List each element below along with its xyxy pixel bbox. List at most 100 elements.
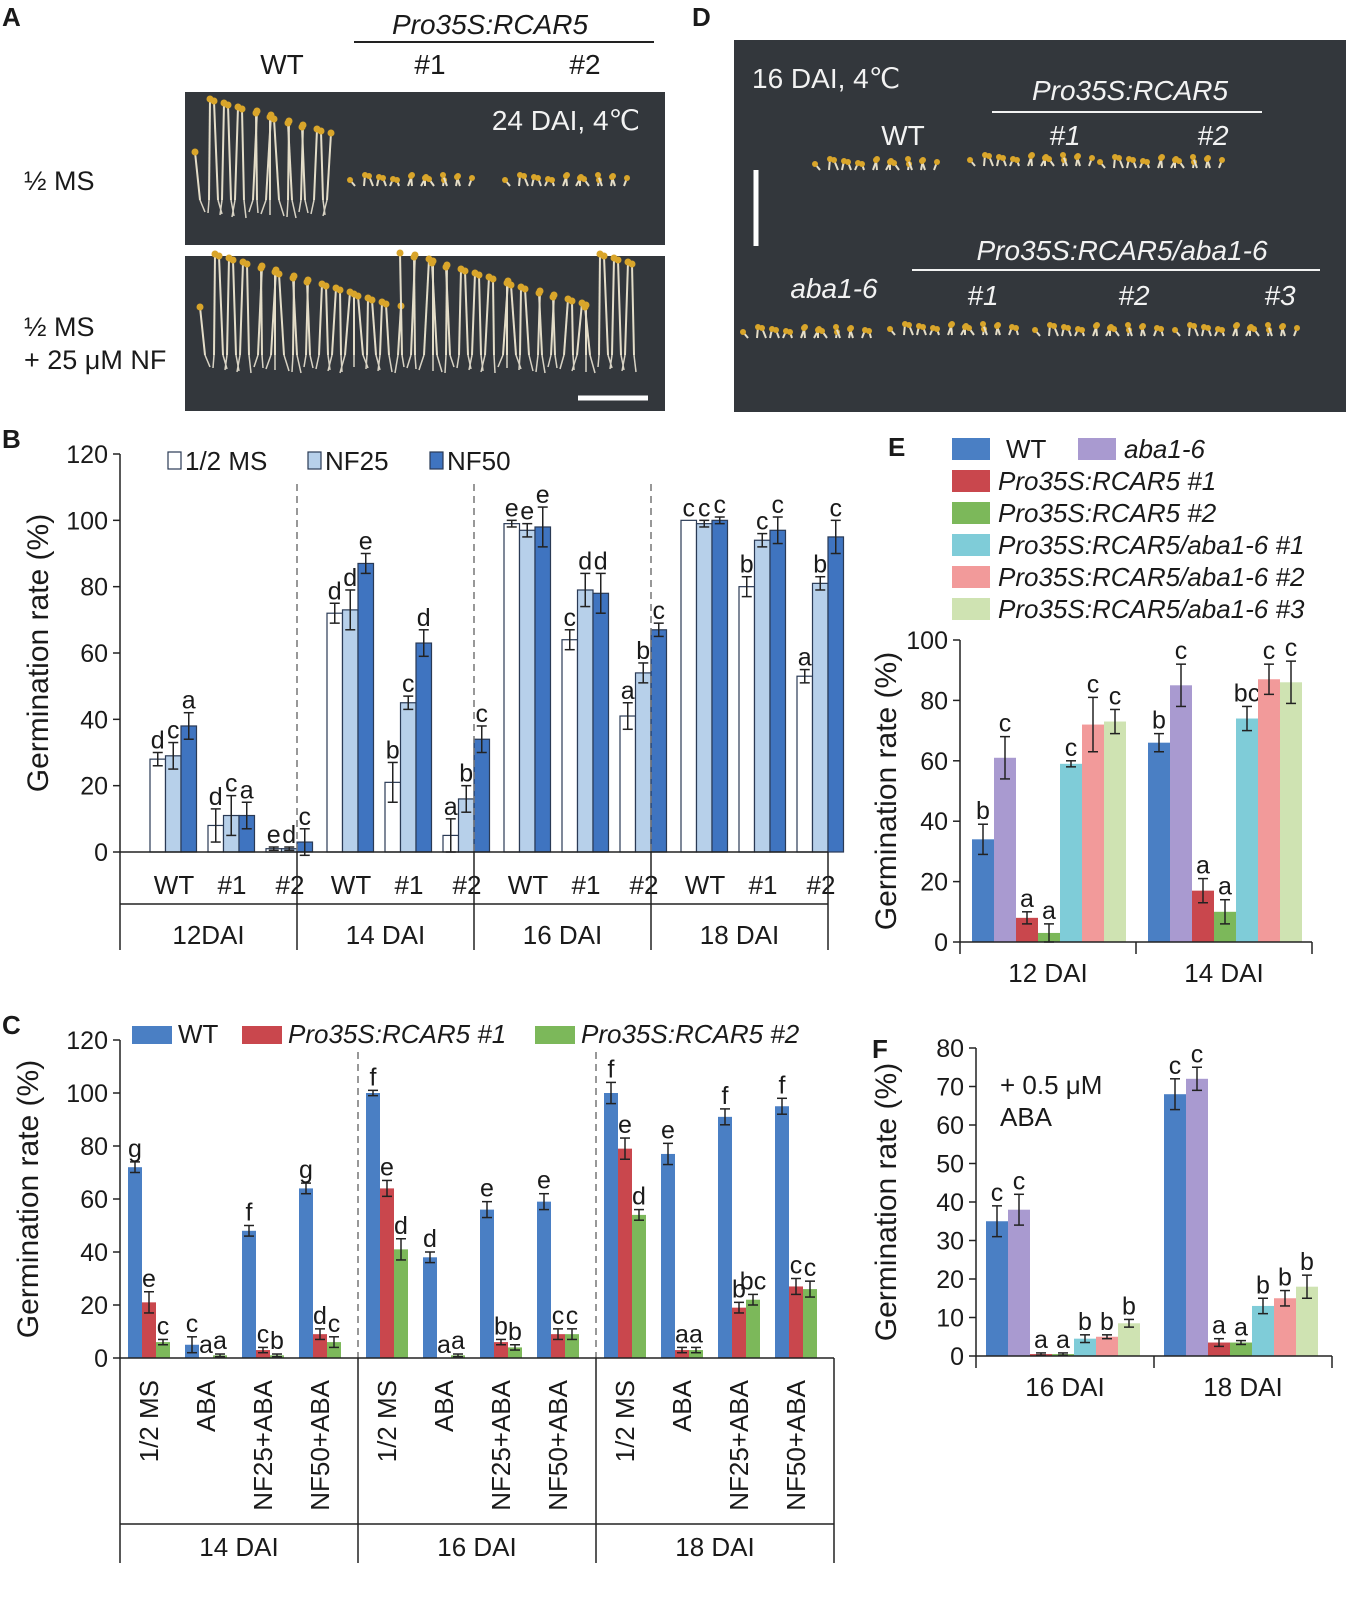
b-bar — [753, 539, 771, 853]
seedling-nf-root — [291, 354, 294, 373]
c-bar — [156, 1342, 170, 1358]
seedling-wt-stem — [287, 122, 293, 201]
seedling-nf-root — [528, 354, 534, 372]
f-bar — [1296, 1286, 1318, 1356]
seedling-nf-root — [224, 354, 228, 371]
c-bar — [775, 1106, 789, 1358]
seedling-d-r2-seed — [1158, 155, 1164, 161]
f-bar — [1008, 1209, 1030, 1356]
b-significance-letter: d — [594, 547, 608, 575]
seedling-nf-seed — [535, 289, 543, 297]
e-legend-label: Pro35S:RCAR5 #1 — [998, 466, 1216, 496]
seedling-nf-stem — [611, 257, 615, 356]
b-significance-letter: d — [151, 727, 165, 755]
c-significance-letter: g — [128, 1135, 142, 1163]
panel-d-col-b2: #2 — [1118, 280, 1150, 311]
b-significance-letter: d — [328, 577, 342, 605]
seedling-d-wt-seed — [919, 158, 925, 164]
seedling-d-aba-seed — [866, 328, 872, 334]
seedling-nf-root — [315, 354, 320, 370]
f-y-tick-label: 20 — [936, 1266, 964, 1294]
seedling-nf-root — [362, 354, 369, 369]
seedling-d-b1-seed — [948, 322, 954, 328]
b-bar — [399, 702, 417, 853]
seedling-nf-root — [375, 354, 381, 371]
b-bar — [473, 738, 491, 853]
b-bar — [561, 639, 579, 853]
f-y-tick-label: 40 — [936, 1189, 964, 1217]
c-category-label: NF50+ABA — [305, 1379, 335, 1510]
c-y-tick-label: 0 — [94, 1345, 108, 1373]
c-significance-letter: f — [722, 1082, 729, 1110]
f-category-label: 18 DAI — [1203, 1372, 1283, 1402]
e-y-tick-label: 80 — [920, 687, 948, 715]
c-significance-letter: e — [537, 1167, 551, 1195]
seedling-nf-stem — [226, 257, 230, 356]
panel-a-col-2: #2 — [569, 49, 600, 80]
b-bar — [341, 609, 359, 853]
b-bar — [592, 592, 610, 853]
b-y-tick-label: 60 — [80, 640, 108, 668]
b-category-label: #2 — [276, 870, 305, 900]
seedling-d-b3-seed — [1265, 322, 1271, 328]
seedling-d-b2-seed — [1111, 326, 1117, 332]
seedling-nf-root — [467, 354, 472, 370]
f-significance-letter: a — [1034, 1326, 1048, 1354]
e-legend-swatch — [952, 438, 990, 460]
b-category-label: #2 — [630, 870, 659, 900]
f-bar — [1164, 1094, 1186, 1356]
b-bar — [534, 526, 552, 853]
e-bar — [1258, 679, 1280, 942]
e-bar — [1016, 917, 1038, 942]
seedling-d-wt-seed — [831, 157, 837, 163]
seedling-r1-seed — [454, 174, 460, 180]
c-category-label: 1/2 MS — [134, 1380, 164, 1462]
seedling-d-b1-seed — [994, 323, 1000, 329]
f-y-tick-label: 80 — [936, 1035, 964, 1063]
e-category-label: 12 DAI — [1008, 958, 1088, 988]
c-legend-swatch — [535, 1026, 575, 1044]
seedling-nf-stem — [339, 289, 342, 356]
seedling-nf-seed — [368, 296, 376, 304]
c-bar — [632, 1214, 646, 1358]
b-significance-letter: c — [653, 597, 666, 625]
c-bar — [299, 1188, 313, 1358]
seedling-nf-stem — [464, 270, 469, 356]
c-significance-letter: a — [675, 1320, 689, 1348]
e-significance-letter: b — [1152, 707, 1166, 735]
c-bar — [423, 1257, 437, 1358]
seedling-nf-root — [589, 354, 596, 374]
seedling-nf-stem — [445, 266, 451, 356]
c-bar — [142, 1302, 156, 1358]
seedling-d-b3-seed — [1251, 326, 1257, 332]
e-y-tick-label: 0 — [934, 929, 948, 957]
e-bar — [972, 839, 994, 942]
seedling-d-b2-seed — [1125, 322, 1131, 328]
c-significance-letter: e — [142, 1265, 156, 1293]
panel-d-col-b3: #3 — [1264, 280, 1296, 311]
seedling-d-b1-seed — [934, 326, 940, 332]
c-bar — [661, 1153, 675, 1358]
c-significance-letter: e — [380, 1153, 394, 1181]
seedling-nf-stem — [325, 285, 329, 356]
seedling-nf-root — [394, 354, 399, 374]
c-y-axis-title: Germination rate (%) — [12, 1060, 45, 1338]
seedling-r2-seed — [609, 174, 615, 180]
seedling-nf-root — [253, 354, 259, 368]
seedling-nf-root — [607, 354, 613, 369]
c-significance-letter: b — [508, 1318, 522, 1346]
seedling-nf-root — [235, 354, 240, 372]
seedling-nf-seed — [289, 274, 297, 282]
seedling-nf-root — [456, 354, 460, 369]
b-significance-letter: b — [459, 760, 473, 788]
seedling-nf-stem — [571, 300, 574, 356]
seedling-nf-root — [493, 354, 496, 374]
e-significance-letter: c — [1175, 637, 1188, 665]
e-legend-label: Pro35S:RCAR5 #2 — [998, 498, 1217, 528]
seedling-nf-root — [468, 354, 473, 371]
seedling-wt-seed — [270, 115, 278, 123]
b-group-label: 16 DAI — [523, 920, 603, 950]
b-significance-letter: c — [476, 700, 489, 728]
b-significance-letter: e — [536, 481, 550, 509]
